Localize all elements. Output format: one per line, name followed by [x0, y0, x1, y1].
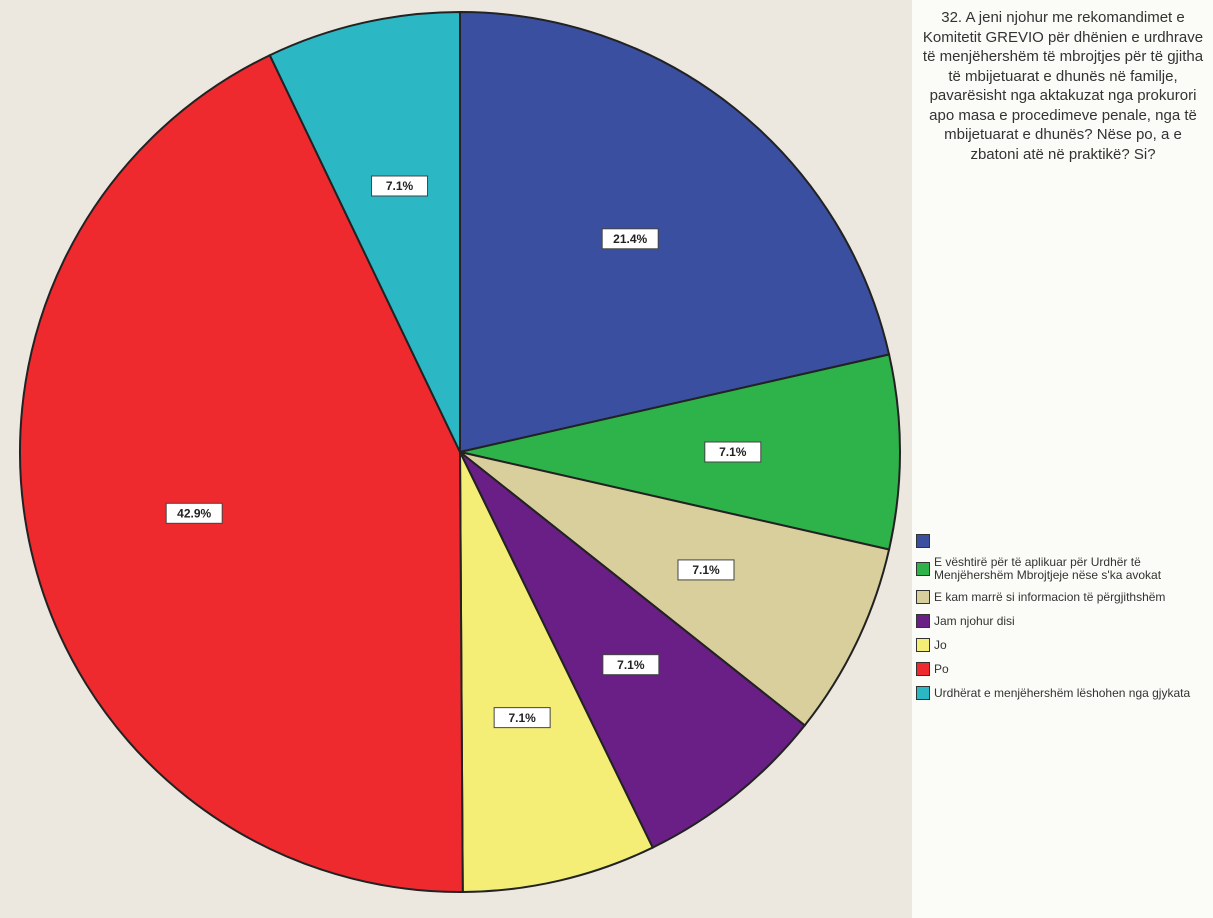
legend-label: Jo: [934, 637, 947, 652]
label-box: [493, 707, 551, 729]
data-label: 7.1%: [719, 445, 747, 459]
legend-item: Jam njohur disi: [916, 612, 1212, 630]
legend-label: Jam njohur disi: [934, 613, 1015, 628]
legend-swatch: [916, 562, 930, 576]
legend-item: E kam marrë si informacion të përgjithsh…: [916, 588, 1212, 606]
data-label: 7.1%: [617, 658, 645, 672]
legend-swatch: [916, 662, 930, 676]
legend-item: Po: [916, 660, 1212, 678]
legend-item: [916, 532, 1212, 550]
legend-swatch: [916, 534, 930, 548]
pie-slice: [459, 451, 655, 893]
legend-swatch: [916, 686, 930, 700]
pie-slice: [459, 451, 891, 727]
chart: 21.4% 7.1% 7.1% 7.1% 7.1% 42.9% 7.1%: [19, 10, 901, 893]
data-label: 42.9%: [177, 506, 211, 520]
legend-item: E vështirë për të aplikuar për Urdhër të…: [916, 556, 1212, 582]
pie-slice: [459, 353, 901, 551]
legend-label: E vështirë për të aplikuar për Urdhër të…: [934, 555, 1162, 582]
pie-slice: [459, 451, 807, 849]
pie-slice: [19, 53, 464, 893]
legend-panel: [912, 0, 1213, 918]
data-label: 7.1%: [692, 563, 720, 577]
data-label: 7.1%: [386, 179, 414, 193]
label-box: [165, 502, 223, 524]
legend-label: Po: [934, 661, 949, 676]
legend-label: Urdhërat e menjëhershëm lëshohen nga gjy…: [934, 685, 1191, 700]
legend-item: Urdhërat e menjëhershëm lëshohen nga gjy…: [916, 684, 1212, 702]
legend-swatch: [916, 614, 930, 628]
label-box: [677, 559, 735, 581]
data-label: 7.1%: [508, 711, 536, 725]
legend-label: E kam marrë si informacion të përgjithsh…: [934, 589, 1166, 604]
legend: E vështirë për të aplikuar për Urdhër të…: [916, 532, 1212, 708]
chart-title: 32. A jeni njohur me rekomandimet e Komi…: [922, 9, 1204, 163]
label-box: [371, 175, 429, 197]
pie-slice: [459, 10, 891, 454]
label-box: [602, 654, 660, 676]
label-box: [601, 228, 659, 250]
legend-item: Jo: [916, 636, 1212, 654]
label-box: [704, 441, 762, 463]
legend-swatch: [916, 590, 930, 604]
data-label: 21.4%: [613, 232, 647, 246]
legend-swatch: [916, 638, 930, 652]
pie-slice: [268, 10, 461, 453]
